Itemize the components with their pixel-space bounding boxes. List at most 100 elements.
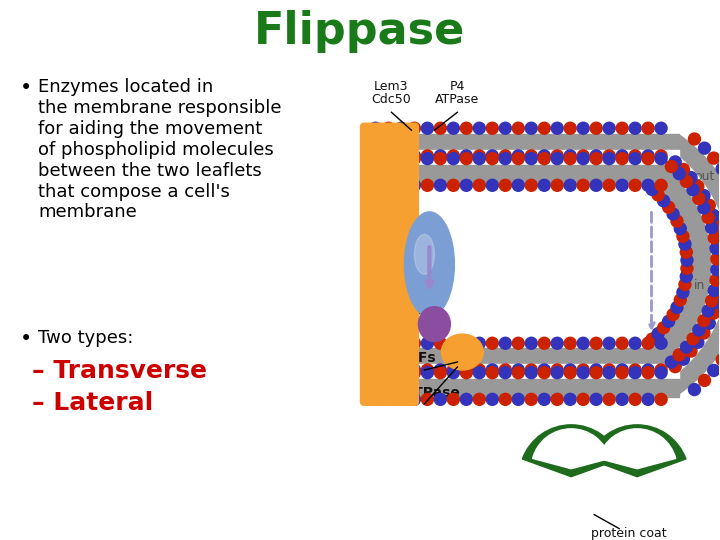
Circle shape xyxy=(642,150,654,162)
Circle shape xyxy=(564,364,576,376)
Circle shape xyxy=(616,338,628,349)
Circle shape xyxy=(564,122,576,134)
Circle shape xyxy=(603,393,615,406)
Circle shape xyxy=(685,345,697,357)
Bar xyxy=(369,348,679,367)
Circle shape xyxy=(552,338,563,349)
Text: out: out xyxy=(694,170,714,183)
Circle shape xyxy=(665,160,678,172)
Circle shape xyxy=(552,150,563,162)
Circle shape xyxy=(629,338,641,349)
Circle shape xyxy=(577,364,589,376)
Circle shape xyxy=(434,179,446,191)
Circle shape xyxy=(473,367,485,379)
Circle shape xyxy=(395,150,408,162)
Text: protein coat: protein coat xyxy=(591,526,667,539)
Circle shape xyxy=(447,150,459,162)
Circle shape xyxy=(616,150,628,162)
Circle shape xyxy=(499,179,511,191)
Circle shape xyxy=(564,153,576,165)
Circle shape xyxy=(698,374,711,387)
Circle shape xyxy=(552,364,563,376)
Circle shape xyxy=(629,153,641,165)
Circle shape xyxy=(382,150,395,162)
Circle shape xyxy=(687,184,699,196)
Circle shape xyxy=(434,367,446,379)
Wedge shape xyxy=(670,135,720,393)
Circle shape xyxy=(671,301,683,313)
Circle shape xyxy=(513,179,524,191)
Circle shape xyxy=(577,393,589,406)
Circle shape xyxy=(395,364,408,376)
Circle shape xyxy=(710,274,720,286)
Circle shape xyxy=(564,367,576,379)
Circle shape xyxy=(680,271,692,282)
Circle shape xyxy=(681,254,693,266)
Circle shape xyxy=(539,150,550,162)
Circle shape xyxy=(577,179,589,191)
Circle shape xyxy=(486,179,498,191)
Circle shape xyxy=(603,364,615,376)
Text: Enzymes located in: Enzymes located in xyxy=(38,78,213,96)
Circle shape xyxy=(669,361,681,373)
Circle shape xyxy=(590,364,602,376)
Circle shape xyxy=(434,393,446,406)
Circle shape xyxy=(408,150,420,162)
Circle shape xyxy=(421,150,433,162)
Circle shape xyxy=(382,153,395,165)
Circle shape xyxy=(711,296,720,308)
Circle shape xyxy=(692,336,704,348)
Circle shape xyxy=(473,153,485,165)
Circle shape xyxy=(486,367,498,379)
Circle shape xyxy=(526,364,537,376)
Circle shape xyxy=(369,153,382,165)
Circle shape xyxy=(564,338,576,349)
Circle shape xyxy=(552,367,563,379)
Circle shape xyxy=(564,393,576,406)
Circle shape xyxy=(382,367,395,379)
Circle shape xyxy=(673,167,685,180)
Circle shape xyxy=(652,189,664,201)
Circle shape xyxy=(655,393,667,406)
Circle shape xyxy=(642,179,654,191)
Circle shape xyxy=(629,364,641,376)
Circle shape xyxy=(526,179,537,191)
Circle shape xyxy=(667,308,679,321)
Circle shape xyxy=(434,364,446,376)
Ellipse shape xyxy=(415,234,434,274)
Circle shape xyxy=(499,338,511,349)
Circle shape xyxy=(708,232,720,244)
Circle shape xyxy=(708,152,720,164)
Circle shape xyxy=(675,222,686,234)
Circle shape xyxy=(513,393,524,406)
Wedge shape xyxy=(649,165,711,364)
Circle shape xyxy=(629,367,641,379)
Circle shape xyxy=(655,338,667,349)
Circle shape xyxy=(408,367,420,379)
Circle shape xyxy=(408,338,420,349)
Circle shape xyxy=(642,364,654,376)
Circle shape xyxy=(642,393,654,406)
Circle shape xyxy=(716,163,720,175)
Text: ATP: ATP xyxy=(402,298,423,308)
Circle shape xyxy=(655,179,667,191)
Circle shape xyxy=(513,153,524,165)
Circle shape xyxy=(434,122,446,134)
Text: •: • xyxy=(20,329,32,349)
Circle shape xyxy=(447,179,459,191)
Circle shape xyxy=(616,364,628,376)
Circle shape xyxy=(447,393,459,406)
Circle shape xyxy=(616,153,628,165)
Wedge shape xyxy=(598,429,675,469)
Wedge shape xyxy=(659,150,720,379)
Circle shape xyxy=(680,176,693,187)
Circle shape xyxy=(577,367,589,379)
Circle shape xyxy=(646,184,658,195)
Circle shape xyxy=(460,364,472,376)
Circle shape xyxy=(447,364,459,376)
Circle shape xyxy=(678,353,689,365)
Circle shape xyxy=(603,338,615,349)
Text: GEFs: GEFs xyxy=(397,351,436,365)
Bar xyxy=(369,379,679,396)
Circle shape xyxy=(564,179,576,191)
